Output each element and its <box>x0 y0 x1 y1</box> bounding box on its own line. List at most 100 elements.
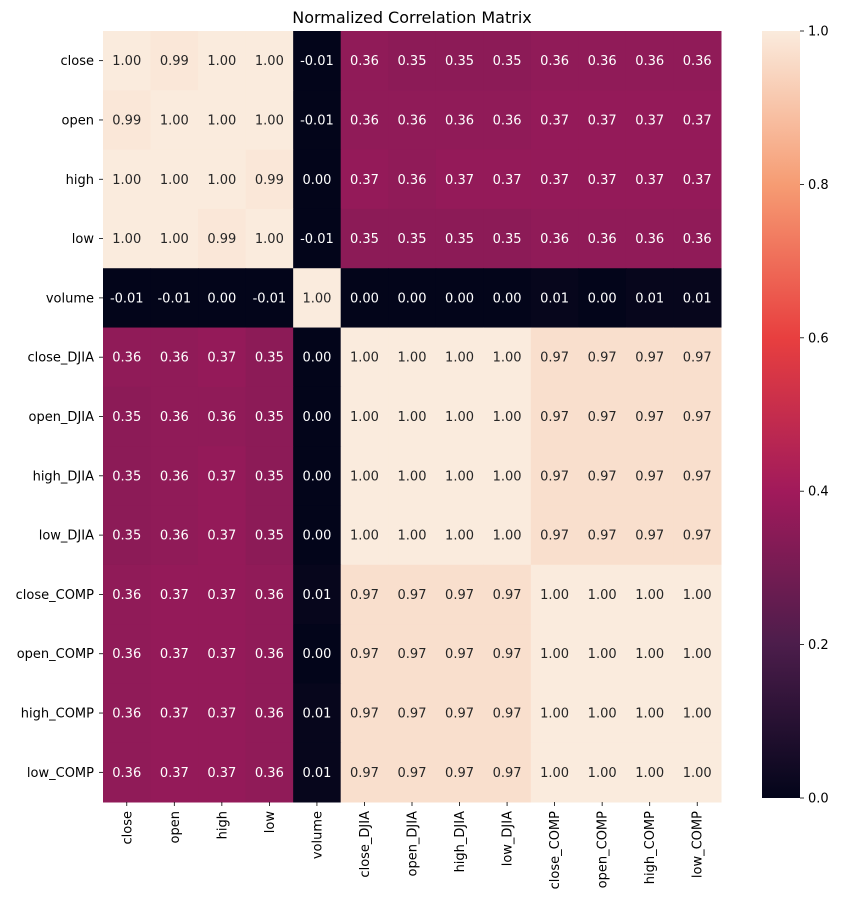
cell-value-label: 0.97 <box>683 410 712 425</box>
heatmap-cell <box>198 386 247 447</box>
heatmap-cell <box>293 149 342 210</box>
cell-value-label: 1.00 <box>445 351 474 366</box>
heatmap-cell <box>340 683 389 744</box>
heatmap-cell <box>435 505 484 566</box>
x-tick-label: low_DJIA <box>501 811 516 866</box>
cell-value-label: 0.37 <box>160 647 189 662</box>
heatmap-cell <box>673 31 722 91</box>
heatmap-cell <box>340 149 389 210</box>
heatmap-cell <box>293 268 342 329</box>
cell-value-label: 0.37 <box>445 173 474 188</box>
cell-value-label: 1.00 <box>112 232 141 247</box>
heatmap-cell <box>150 505 199 566</box>
cell-value-label: 0.36 <box>445 113 474 128</box>
cell-value-label: 0.97 <box>350 647 379 662</box>
cell-value-label: 0.00 <box>302 647 331 662</box>
cell-value-label: 0.35 <box>255 469 284 484</box>
cell-value-label: 1.00 <box>160 113 189 128</box>
cell-value-label: 0.36 <box>255 707 284 722</box>
cell-value-label: 1.00 <box>683 588 712 603</box>
cell-value-label: 1.00 <box>207 173 236 188</box>
cell-value-label: 0.97 <box>683 469 712 484</box>
heatmap-cell <box>245 208 294 269</box>
x-tick-label: close_DJIA <box>358 811 373 878</box>
heatmap-cell <box>530 90 579 151</box>
heatmap-cell <box>198 208 247 269</box>
cell-value-label: 0.97 <box>635 469 664 484</box>
cell-value-label: 0.00 <box>445 291 474 306</box>
heatmap-cell <box>388 327 437 388</box>
heatmap-cell <box>578 505 627 566</box>
cell-value-label: 1.00 <box>635 766 664 781</box>
cell-value-label: 0.36 <box>683 54 712 69</box>
cell-value-label: 1.00 <box>683 647 712 662</box>
heatmap-cell <box>245 446 294 506</box>
heatmap-cell <box>673 624 722 684</box>
cell-value-label: 0.97 <box>493 588 522 603</box>
heatmap-cell <box>673 742 722 803</box>
heatmap-cell <box>103 208 152 269</box>
heatmap-cell <box>340 386 389 447</box>
cell-value-label: 0.35 <box>350 232 379 247</box>
cell-value-label: 0.97 <box>445 707 474 722</box>
cell-value-label: 0.36 <box>255 588 284 603</box>
heatmap-cell <box>483 742 532 803</box>
heatmap-cell <box>388 31 437 91</box>
cell-value-label: 0.35 <box>445 232 474 247</box>
heatmap-cell <box>388 386 437 447</box>
cell-value-label: 1.00 <box>398 529 427 544</box>
heatmap-cell <box>483 208 532 269</box>
heatmap-cell <box>530 564 579 625</box>
heatmap-cell <box>150 624 199 684</box>
heatmap-cell <box>435 31 484 91</box>
cell-value-label: 0.35 <box>112 410 141 425</box>
heatmap-cell <box>578 31 627 91</box>
heatmap-cell <box>673 683 722 744</box>
y-tick-label: open <box>62 113 94 128</box>
cell-value-label: 0.99 <box>255 173 284 188</box>
cell-value-label: 1.00 <box>588 588 617 603</box>
heatmap-cell <box>293 505 342 566</box>
y-tick-label: close_DJIA <box>27 351 94 366</box>
cell-value-label: -0.01 <box>300 113 334 128</box>
x-tick-label: high <box>215 811 230 839</box>
cell-value-label: 0.01 <box>302 707 331 722</box>
heatmap-cell <box>340 446 389 506</box>
cell-value-label: 0.36 <box>588 54 617 69</box>
y-tick-label: open_DJIA <box>28 410 94 425</box>
cell-value-label: 0.36 <box>493 113 522 128</box>
cell-value-label: 0.36 <box>588 232 617 247</box>
cell-value-label: 0.37 <box>493 173 522 188</box>
heatmap-cell <box>103 31 152 91</box>
cell-value-label: 0.97 <box>588 469 617 484</box>
cell-value-label: 0.97 <box>350 588 379 603</box>
cell-value-label: 0.97 <box>398 766 427 781</box>
heatmap-cell <box>245 564 294 625</box>
cell-value-label: 1.00 <box>255 113 284 128</box>
cell-value-label: 0.97 <box>398 647 427 662</box>
cell-value-label: 0.97 <box>398 588 427 603</box>
heatmap-cell <box>435 624 484 684</box>
heatmap-cell <box>198 327 247 388</box>
cell-value-label: 0.97 <box>350 707 379 722</box>
cell-value-label: 0.37 <box>635 113 664 128</box>
heatmap-cell <box>578 208 627 269</box>
x-tick-label: low_COMP <box>691 811 706 878</box>
heatmap-cell <box>340 505 389 566</box>
cell-value-label: 1.00 <box>683 766 712 781</box>
cell-value-label: 1.00 <box>635 707 664 722</box>
cell-value-label: 1.00 <box>350 529 379 544</box>
cell-value-label: 0.36 <box>540 54 569 69</box>
heatmap-cell <box>530 208 579 269</box>
cell-value-label: 0.36 <box>160 469 189 484</box>
heatmap-cell <box>198 90 247 151</box>
heatmap-cell <box>293 742 342 803</box>
heatmap-cell <box>578 683 627 744</box>
cell-value-label: 0.35 <box>445 54 474 69</box>
cell-value-label: 0.35 <box>493 54 522 69</box>
heatmap-cell <box>150 742 199 803</box>
heatmap-cell <box>340 327 389 388</box>
cell-value-label: 0.37 <box>207 351 236 366</box>
cell-value-label: 0.35 <box>398 232 427 247</box>
